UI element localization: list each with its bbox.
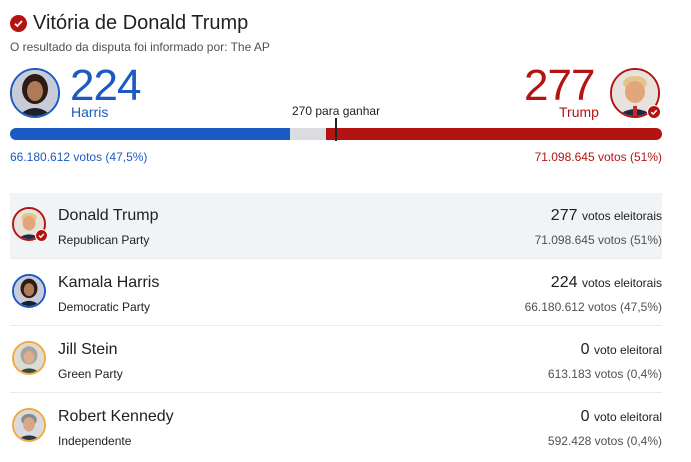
avatar-wrap bbox=[12, 207, 48, 243]
candidate-popular-votes: 613.183 votos (0,4%) bbox=[547, 367, 662, 381]
electoral-unit: voto eleitoral bbox=[593, 410, 662, 424]
candidate-row-stein[interactable]: Jill Stein Green Party 0 voto eleitoral … bbox=[10, 327, 662, 393]
candidate-name: Jill Stein bbox=[58, 341, 118, 358]
candidate-party: Green Party bbox=[58, 367, 123, 381]
candidate-name: Donald Trump bbox=[58, 207, 159, 224]
harris-bar-fill bbox=[10, 128, 290, 140]
check-circle-icon bbox=[10, 15, 27, 32]
result-title-row: Vitória de Donald Trump bbox=[10, 12, 248, 35]
candidate-name: Kamala Harris bbox=[58, 274, 160, 291]
harris-label: Harris bbox=[71, 104, 109, 120]
electoral-count: 224 bbox=[550, 274, 578, 291]
electoral-unit: voto eleitoral bbox=[593, 343, 662, 357]
threshold-marker bbox=[335, 118, 337, 141]
electoral-unit: votos eleitorais bbox=[581, 209, 662, 223]
candidate-popular-votes: 592.428 votos (0,4%) bbox=[547, 434, 662, 448]
electoral-unit: votos eleitorais bbox=[581, 276, 662, 290]
to-win-label: 270 para ganhar bbox=[292, 104, 381, 118]
avatar bbox=[12, 207, 46, 241]
avatar bbox=[12, 341, 46, 375]
result-source: O resultado da disputa foi informado por… bbox=[10, 40, 270, 54]
candidate-electoral: 0 voto eleitoral bbox=[581, 341, 662, 359]
page-title: Vitória de Donald Trump bbox=[33, 12, 249, 34]
candidate-row-harris[interactable]: Kamala Harris Democratic Party 224 votos… bbox=[10, 260, 662, 326]
trump-popular-votes: 71.098.645 votos (51%) bbox=[534, 150, 662, 164]
electoral-count: 277 bbox=[550, 207, 578, 224]
candidate-party: Republican Party bbox=[58, 233, 150, 247]
trump-avatar bbox=[610, 68, 660, 118]
trump-avatar-wrap[interactable] bbox=[610, 68, 662, 120]
candidate-name: Robert Kennedy bbox=[58, 408, 174, 425]
winner-check-icon bbox=[647, 105, 661, 119]
candidate-electoral: 0 voto eleitoral bbox=[581, 408, 662, 426]
electoral-count: 0 bbox=[580, 341, 590, 358]
candidate-electoral: 224 votos eleitorais bbox=[551, 274, 662, 292]
trump-label: Trump bbox=[559, 104, 599, 120]
electoral-count: 0 bbox=[580, 408, 590, 425]
candidate-party: Democratic Party bbox=[58, 300, 151, 314]
winner-check-icon bbox=[35, 229, 48, 242]
avatar bbox=[12, 274, 46, 308]
harris-electoral-count: 224 bbox=[70, 61, 141, 110]
avatar bbox=[12, 408, 46, 442]
candidate-electoral: 277 votos eleitorais bbox=[551, 207, 662, 225]
trump-electoral-count: 277 bbox=[524, 61, 595, 110]
harris-popular-votes: 66.180.612 votos (47,5%) bbox=[10, 150, 148, 164]
candidate-popular-votes: 66.180.612 votos (47,5%) bbox=[524, 300, 662, 314]
trump-bar-fill bbox=[326, 128, 662, 140]
candidate-row-trump[interactable]: Donald Trump Republican Party 277 votos … bbox=[10, 193, 662, 259]
candidate-row-kennedy[interactable]: Robert Kennedy Independente 0 voto eleit… bbox=[10, 394, 662, 460]
candidate-party: Independente bbox=[58, 434, 132, 448]
candidate-popular-votes: 71.098.645 votos (51%) bbox=[534, 233, 662, 247]
harris-avatar[interactable] bbox=[10, 68, 60, 118]
